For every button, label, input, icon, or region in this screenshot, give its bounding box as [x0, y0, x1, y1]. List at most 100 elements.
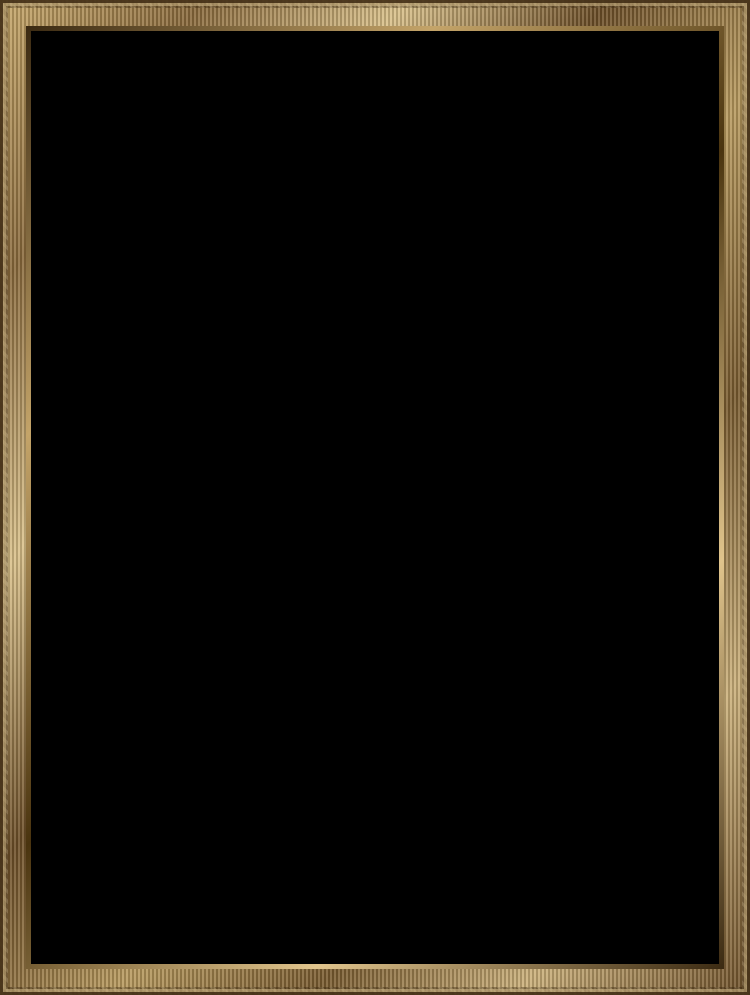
table-row: 一溴(Bromobiphenyl) 5 未检出(N.D.) — [96, 344, 627, 365]
table-row: 七溴(Heptabromodiphenyl ether) 5 未检出(N.D.) — [96, 684, 627, 705]
cell-mdl: 5 [344, 444, 431, 465]
cell-mdl: 5 [344, 344, 431, 365]
cell-rohs-limit: — [546, 504, 627, 525]
cell-test-item: 镉(Cadmium) [96, 264, 345, 285]
website-link[interactable]: www.ponytest.com [326, 865, 410, 876]
cell-mdl: 5 [344, 724, 431, 745]
cell-test-result: 未检出(N.D.) [430, 424, 547, 445]
cell-test-item: 八溴(Octabromodiphenyl ether) [96, 704, 345, 725]
cell-mdl: 5 [344, 404, 431, 425]
cell-mdl: 5 [344, 624, 431, 645]
table-row: 多溴联苯醚(PBDEs) — —1000 [96, 544, 627, 565]
footer-logo-en: Pony Testing International Group [94, 904, 205, 913]
footer-office: 北京市海淀区苏州街49-3号 盈智大厦 (010) 82618116 (010) 82… [247, 880, 378, 915]
table-row: 六溴(Hexabromobiphenyl) 5 未检出(N.D.) — [96, 444, 627, 465]
cell-rohs-limit: — [546, 684, 627, 705]
cell-mdl: 1 [344, 264, 431, 285]
cell-rohs-limit: — [546, 584, 627, 605]
cell-test-result: 未检出(N.D.) [430, 264, 547, 285]
table-row: 九溴(Nonabromodiphenyl ether) 5 未检出(N.D.) — [96, 724, 627, 745]
col-test-result: 检测结果 Test Result [430, 211, 547, 245]
cell-mdl: 5 [344, 464, 431, 485]
table-row: 八溴(Octabromobiphenyl) 5 未检出(N.D.) — [96, 484, 627, 505]
cell-mdl: 5 [344, 744, 431, 765]
table-row: 四溴(Tetrabromobiphenyl) 5 未检出(N.D.) — [96, 404, 627, 425]
cell-test-result: 未检出(N.D.) [430, 504, 547, 525]
cell-test-result: 未检出(N.D.) [430, 464, 547, 485]
table-row: 铅(Lead) 1 未检出(N.D.) 1000 [96, 244, 627, 265]
cell-test-result: 未检出(N.D.) [430, 284, 547, 305]
pony-logo: Pony Testing International Group [94, 90, 656, 151]
page-footer: www.ponytest.com Hotline 400-819-5688 PO… [94, 864, 660, 915]
cell-test-result: 未检出(N.D.) [430, 624, 547, 645]
col-test-result-cn: 检测结果 [467, 215, 510, 227]
office-address-line2: 栋1层 [529, 888, 541, 893]
cell-test-item: 二溴(Dibromobiphenyl) [96, 364, 345, 385]
cell-test-item: 四溴(Tetrabromodiphenyl ether) [96, 624, 345, 645]
logo-subtitle: Pony Testing International Group [94, 139, 258, 151]
footer-office: 深圳市南山区创业路一号工业厂房 栋1层 (0755) 26058909 (0755) … [529, 880, 660, 915]
disclaimer-text: 本检测单位保证检测的客观公正性，并对委托单位的商业秘密履行保密义务；委托单位对样… [96, 662, 656, 674]
cell-mdl: 1 [344, 244, 431, 265]
table-row: 三溴(Tribromobiphenyl) 5 未检出(N.D.) — [96, 384, 627, 405]
phone-icon [435, 864, 447, 875]
table-head: 检测项目 Test Item 方法检出限 MDL 检测结果 Test Resul… [96, 211, 627, 245]
table-row: 多溴联苯(PBBs) — —1000 [96, 324, 627, 345]
cell-test-result: 未检出(N.D.) [430, 404, 547, 425]
office-email[interactable]: csh@ponytest.com [388, 909, 431, 914]
cell-test-result: 未检出(N.D.) [430, 304, 547, 325]
footer-logo-cn: PONY 谱 尼 测 试 [94, 888, 216, 903]
result-unit-label: 检测结果 Test Result（Unit：mg/kg） [96, 195, 280, 207]
cell-test-result: 未检出(N.D.) [430, 564, 547, 585]
cell-rohs-limit: 1000 [546, 544, 627, 565]
cell-rohs-limit: 1000 [546, 244, 627, 265]
office-tel: (0755) 26058909 [529, 895, 569, 900]
footer-offices: 北京市海淀区苏州街49-3号 盈智大厦 (010) 82618116 (010) 82… [247, 880, 660, 915]
pony-wordmark-icon [96, 92, 270, 134]
table-row: 二溴(Dibromodiphenyl ether) 5 未检出(N.D.) — [96, 584, 627, 605]
office-fax: (010) 82619029 [247, 902, 285, 907]
col-test-item-en: Test Item [199, 228, 242, 240]
report-title-row: 检测报告(Test Report) 报告编号(NO):0902252-052 日… [94, 161, 656, 186]
cell-mdl: 5 [344, 604, 431, 625]
report-paper: 检 测 报 告 IN PC PO [64, 64, 686, 931]
office-fax: (0755) 26068336 [529, 902, 569, 907]
cell-test-item: 五溴(Pentabromodiphenyl ether) [96, 644, 345, 665]
office-address-line2: 盈智大厦 [247, 888, 265, 893]
cell-test-result: 未检出(N.D.) [430, 744, 547, 765]
label-email: E-mail: [221, 909, 240, 914]
cell-test-item: 一溴(Bromodiphenyl ether) [96, 564, 345, 585]
cell-test-item: 四溴(Tetrabromobiphenyl) [96, 404, 345, 425]
cell-test-item: 铅(Lead) [96, 244, 345, 265]
col-test-result-en: Test Result [462, 228, 515, 240]
test-result-table: 检测项目 Test Item 方法检出限 MDL 检测结果 Test Resul… [96, 211, 627, 765]
hotline-block: Hotline 400-819-5688 [435, 864, 548, 877]
cell-test-result: 未检出(N.D.) [430, 664, 547, 685]
table-header-row: 检测项目 Test Item 方法检出限 MDL 检测结果 Test Resul… [96, 211, 627, 245]
cell-test-result: 未检出(N.D.) [430, 724, 547, 745]
table-body: 铅(Lead) 1 未检出(N.D.) 1000 镉(Cadmium) 1 未检出(N.D.… [96, 244, 627, 765]
cell-test-item: 一溴(Bromobiphenyl) [96, 344, 345, 365]
cell-test-item: 七溴(Heptabromodiphenyl ether) [96, 684, 345, 705]
office-address-line2: 楼4层 [388, 888, 400, 893]
cell-test-result: 未检出(N.D.) [430, 604, 547, 625]
cell-test-result: — [430, 544, 547, 565]
cell-rohs-limit: — [546, 364, 627, 385]
cell-mdl: 5 [344, 704, 431, 725]
cell-rohs-limit: — [546, 744, 627, 765]
office-address-line1: 上海市徐汇区桂平路680号25号 [388, 881, 450, 886]
office-email[interactable]: pony@ponytest.com [247, 909, 292, 914]
table-row: 七溴(Heptabromobiphenyl) 5 未检出(N.D.) — [96, 464, 627, 485]
cell-rohs-limit: — [546, 484, 627, 505]
cell-test-item: 十溴(Decabromodiphenyl ether) [96, 744, 345, 765]
cell-rohs-limit: — [546, 724, 627, 745]
cell-mdl: 5 [344, 384, 431, 405]
hotline-text: Hotline 400-819-5688 [450, 866, 548, 877]
office-email[interactable]: sz@ponytest.com [529, 909, 569, 914]
cell-mdl: 5 [344, 484, 431, 505]
cell-mdl: 5 [344, 584, 431, 605]
cell-test-result: 未检出(N.D.) [430, 364, 547, 385]
cell-rohs-limit: — [546, 624, 627, 645]
cell-rohs-limit: — [546, 564, 627, 585]
